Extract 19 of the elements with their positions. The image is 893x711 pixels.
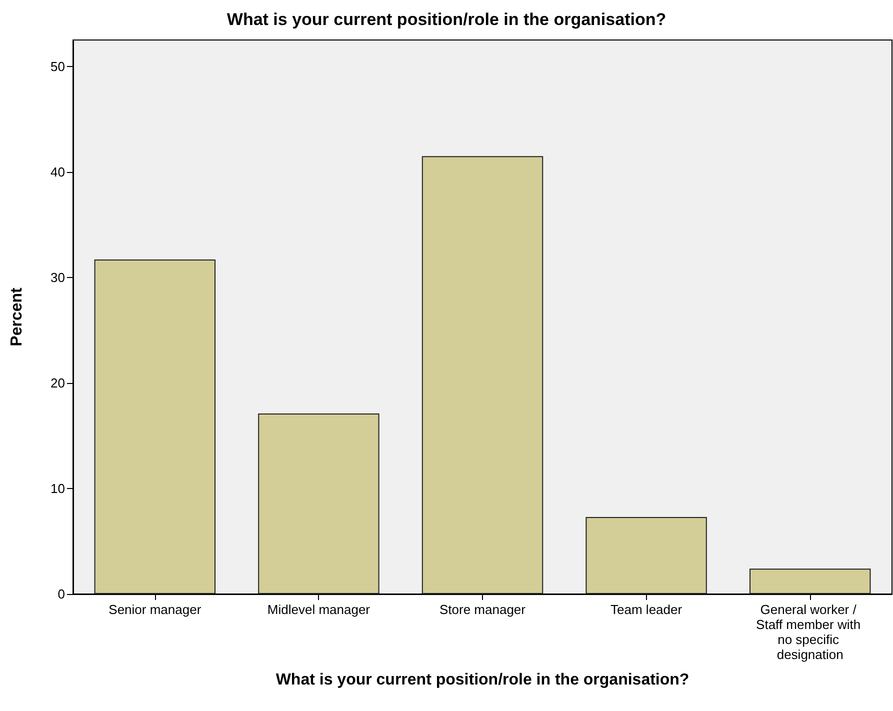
- y-tick-label: 10: [50, 480, 65, 496]
- y-tick-label: 20: [50, 375, 65, 390]
- x-tick-label: Senior manager: [108, 602, 202, 617]
- bar: [258, 414, 380, 594]
- x-tick-label: Store manager: [440, 602, 526, 617]
- x-tick-label: Midlevel manager: [267, 602, 371, 617]
- bar: [586, 516, 707, 594]
- bar: [749, 568, 871, 594]
- bar: [422, 156, 544, 594]
- y-tick-label: 50: [50, 58, 65, 74]
- y-axis-title: Percent: [8, 286, 26, 346]
- bar: [94, 259, 216, 594]
- y-tick-label: 0: [58, 586, 65, 602]
- chart-title: What is your current position/role in the organisation?: [226, 10, 666, 29]
- x-tick-label: Team leader: [610, 602, 683, 617]
- x-axis-title: What is your current position/role in the organisation?: [276, 672, 690, 688]
- y-tick-label: 30: [50, 270, 65, 285]
- y-tick-label: 40: [50, 164, 65, 180]
- x-tick-label: General worker / Staff member with no specific designation: [756, 602, 864, 662]
